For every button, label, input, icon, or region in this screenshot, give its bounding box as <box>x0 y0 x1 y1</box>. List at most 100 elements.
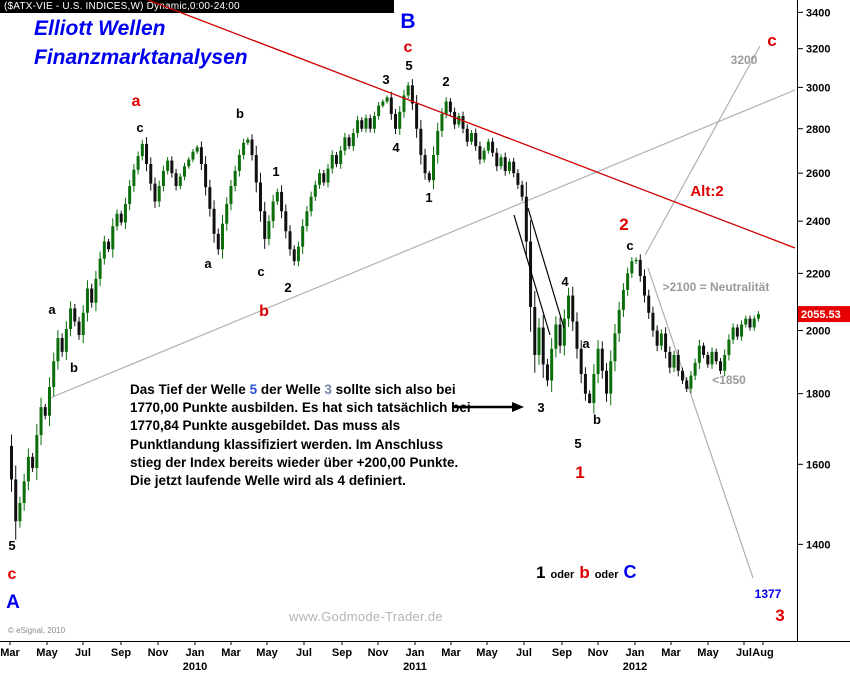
candle-body <box>714 351 718 362</box>
chart-title: ($ATX-VIE - U.S. INDICES,W) Dynamic,0:00… <box>4 1 240 12</box>
candle-body <box>204 164 208 188</box>
candle-body <box>351 133 355 147</box>
candle-body <box>520 184 524 197</box>
candle-body <box>436 130 440 156</box>
candle-body <box>43 407 47 416</box>
wave-label: 1 <box>425 190 432 205</box>
candle-body <box>474 133 478 147</box>
candle-body <box>280 191 284 212</box>
candle-body <box>296 246 300 262</box>
wave-label: b <box>593 412 601 427</box>
candle-body <box>212 208 216 234</box>
candle-body <box>360 120 364 129</box>
candle-body <box>668 351 672 368</box>
candle-body <box>254 155 258 183</box>
candle-body <box>343 137 347 151</box>
candle-body <box>39 407 43 436</box>
candle-body <box>486 141 490 151</box>
candle-body <box>647 295 651 313</box>
candle-body <box>90 288 94 303</box>
candle-body <box>398 111 402 129</box>
candle-body <box>128 186 132 204</box>
brand-line-2: Finanzmarktanalysen <box>34 46 248 70</box>
candle-body <box>680 370 684 381</box>
y-tick-label: 1600 <box>806 459 830 471</box>
chart-titlebar: ($ATX-VIE - U.S. INDICES,W) Dynamic,0:00… <box>0 0 394 13</box>
wave-label: b <box>70 360 78 375</box>
candle-body <box>427 173 431 181</box>
candle-body <box>685 380 689 389</box>
candle-body <box>31 456 35 469</box>
y-tick-label: 2000 <box>806 325 830 337</box>
candle-body <box>267 221 271 239</box>
candle-body <box>723 354 727 371</box>
wave-label: 2 <box>442 74 449 89</box>
candle-body <box>617 309 621 334</box>
y-tick-label: 3000 <box>806 82 830 94</box>
candle-body <box>115 213 119 227</box>
candle-body <box>119 213 123 223</box>
candle-body <box>545 364 549 381</box>
candle-body <box>60 338 64 352</box>
candle-body <box>457 116 461 125</box>
candle-body <box>541 327 545 365</box>
wave-label: b <box>259 303 269 320</box>
x-tick-label: Jul <box>296 647 312 659</box>
pointer-arrow-head <box>512 402 524 412</box>
candle-body <box>187 159 191 167</box>
candle-body <box>149 164 153 184</box>
x-year-label: 2012 <box>623 661 647 673</box>
x-tick-label: May <box>697 647 719 659</box>
candle-body <box>702 345 706 355</box>
candle-body <box>529 241 533 307</box>
candle-body <box>469 133 473 142</box>
candle-body <box>18 502 22 522</box>
candle-body <box>233 170 237 187</box>
analysis-note-segment: 5 <box>249 382 258 397</box>
candle-body <box>710 351 714 365</box>
candle-body <box>478 146 482 160</box>
candle-body <box>216 233 220 250</box>
candle-body <box>81 312 85 336</box>
candle-body <box>731 327 735 340</box>
candle-body <box>263 211 267 239</box>
candle-body <box>588 393 592 404</box>
overlay-lines-layer <box>147 0 796 412</box>
candle-body <box>166 160 170 171</box>
candle-body <box>123 203 127 223</box>
candle-body <box>271 201 275 222</box>
candle-body <box>672 354 676 368</box>
candle-body <box>689 375 693 389</box>
candle-body <box>664 333 668 352</box>
candle-body <box>626 273 630 290</box>
candle-body <box>35 435 39 469</box>
candle-body <box>499 157 503 167</box>
candle-body <box>98 258 102 279</box>
candle-body <box>292 249 296 262</box>
y-tick-label: 2600 <box>806 168 830 180</box>
last-price-marker <box>798 306 850 323</box>
candle-body <box>313 184 317 197</box>
candle-body <box>178 176 182 187</box>
candle-body <box>740 324 744 337</box>
candle-body <box>482 150 486 160</box>
x-tick-label: Sep <box>111 647 131 659</box>
candle-body <box>554 324 558 349</box>
candle-body <box>377 105 381 117</box>
wave-label: A <box>6 592 20 613</box>
candle-body <box>275 191 279 202</box>
candle-body <box>676 354 680 371</box>
candle-body <box>347 137 351 147</box>
x-tick-label: Mar <box>661 647 681 659</box>
candle-body <box>237 155 241 171</box>
candle-body <box>111 226 115 250</box>
candle-body <box>533 306 537 355</box>
candle-body <box>132 169 136 187</box>
candle-body <box>423 155 427 174</box>
candle-body <box>524 196 528 242</box>
x-tick-label: Jul <box>736 647 752 659</box>
watermark: www.Godmode-Trader.de <box>289 609 443 624</box>
x-tick-label: Jan <box>186 647 205 659</box>
